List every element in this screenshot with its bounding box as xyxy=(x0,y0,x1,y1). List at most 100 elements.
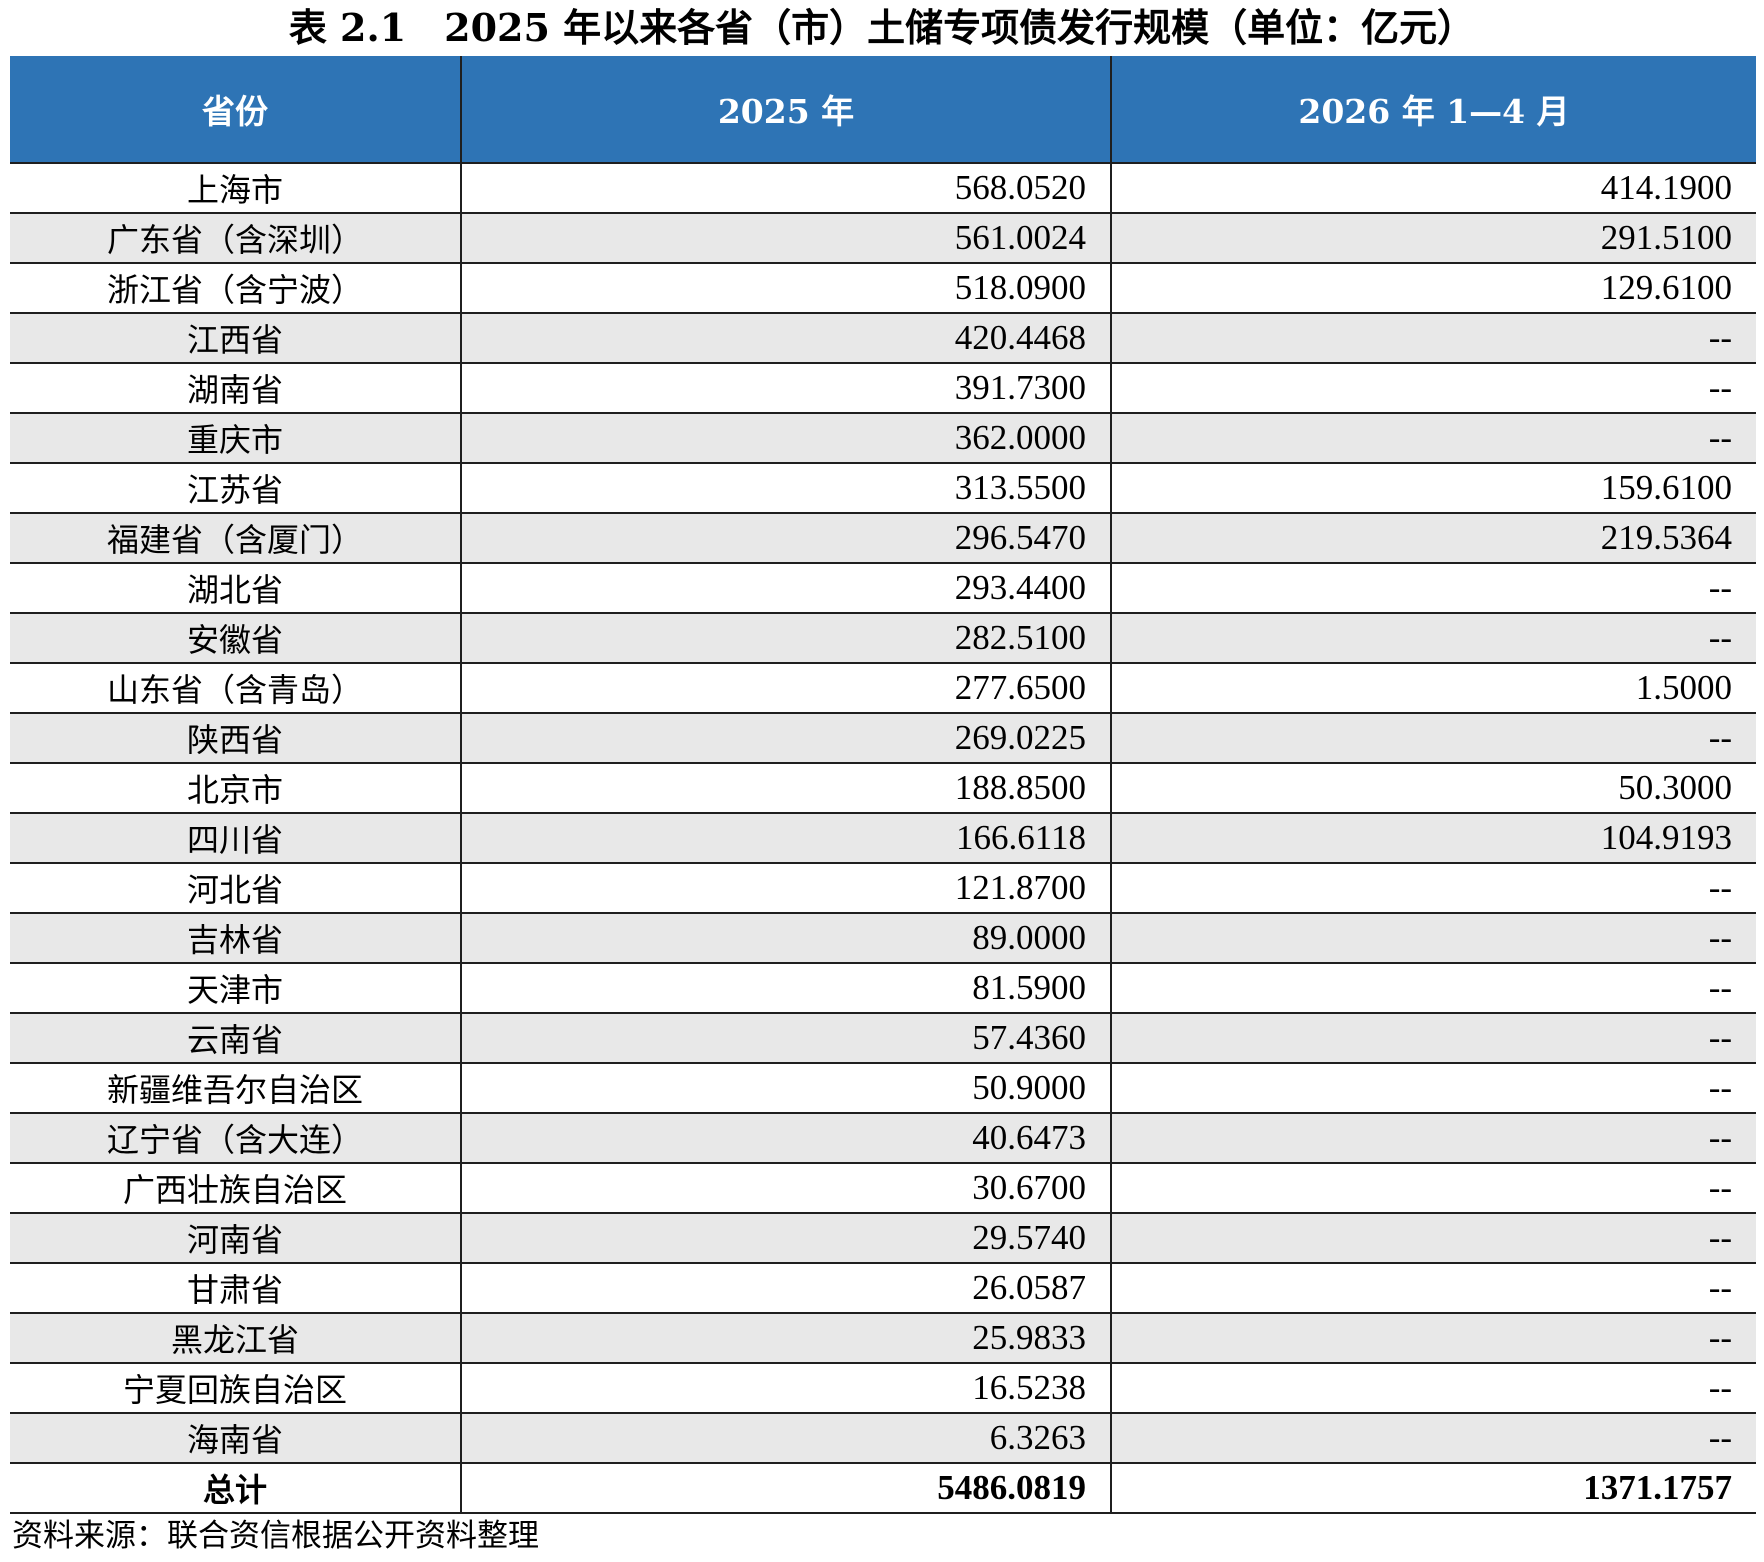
value-2026-cell: 219.5364 xyxy=(1111,513,1756,564)
value-2026-cell: -- xyxy=(1111,1313,1756,1364)
value-2025-cell: 121.8700 xyxy=(461,863,1112,914)
value-2025-cell: 57.4360 xyxy=(461,1013,1112,1064)
value-2025-cell: 166.6118 xyxy=(461,813,1112,864)
province-cell: 广东省（含深圳） xyxy=(10,213,462,264)
table-row: 天津市 81.5900 -- xyxy=(10,963,1756,1014)
value-2026-cell: -- xyxy=(1111,1363,1756,1414)
value-2026-cell: -- xyxy=(1111,313,1756,364)
table-row: 安徽省 282.5100 -- xyxy=(10,613,1756,664)
table-row: 福建省（含厦门） 296.5470 219.5364 xyxy=(10,513,1756,564)
province-cell: 江苏省 xyxy=(10,463,462,514)
table-row: 海南省 6.3263 -- xyxy=(10,1413,1756,1464)
province-cell: 陕西省 xyxy=(10,713,462,764)
value-2026-cell: -- xyxy=(1111,713,1756,764)
province-cell: 浙江省（含宁波） xyxy=(10,263,462,314)
total-2026: 1371.1757 xyxy=(1111,1463,1756,1514)
province-cell: 新疆维吾尔自治区 xyxy=(10,1063,462,1114)
province-cell: 湖南省 xyxy=(10,363,462,414)
value-2026-cell: -- xyxy=(1111,963,1756,1014)
table-row: 广西壮族自治区 30.6700 -- xyxy=(10,1163,1756,1214)
table-row: 江苏省 313.5500 159.6100 xyxy=(10,463,1756,514)
province-cell: 江西省 xyxy=(10,313,462,364)
table-title: 表 2.1 2025 年以来各省（市）土储专项债发行规模（单位：亿元） xyxy=(288,5,1476,50)
value-2026-cell: -- xyxy=(1111,1263,1756,1314)
province-cell: 河北省 xyxy=(10,863,462,914)
province-cell: 福建省（含厦门） xyxy=(10,513,462,564)
table-row: 黑龙江省 25.9833 -- xyxy=(10,1313,1756,1364)
table-row: 陕西省 269.0225 -- xyxy=(10,713,1756,764)
value-2025-cell: 293.4400 xyxy=(461,563,1112,614)
value-2025-cell: 81.5900 xyxy=(461,963,1112,1014)
value-2026-cell: -- xyxy=(1111,563,1756,614)
value-2026-cell: -- xyxy=(1111,1063,1756,1114)
province-cell: 天津市 xyxy=(10,963,462,1014)
table-row: 浙江省（含宁波） 518.0900 129.6100 xyxy=(10,263,1756,314)
value-2026-cell: -- xyxy=(1111,863,1756,914)
province-cell: 辽宁省（含大连） xyxy=(10,1113,462,1164)
value-2026-cell: -- xyxy=(1111,413,1756,464)
table-row: 新疆维吾尔自治区 50.9000 -- xyxy=(10,1063,1756,1114)
value-2025-cell: 6.3263 xyxy=(461,1413,1112,1464)
province-cell: 甘肃省 xyxy=(10,1263,462,1314)
header-2025: 2025 年 xyxy=(461,56,1112,164)
province-cell: 湖北省 xyxy=(10,563,462,614)
value-2025-cell: 518.0900 xyxy=(461,263,1112,314)
province-cell: 安徽省 xyxy=(10,613,462,664)
table-row: 云南省 57.4360 -- xyxy=(10,1013,1756,1064)
table-row: 四川省 166.6118 104.9193 xyxy=(10,813,1756,864)
table-row: 河南省 29.5740 -- xyxy=(10,1213,1756,1264)
value-2025-cell: 420.4468 xyxy=(461,313,1112,364)
value-2025-cell: 561.0024 xyxy=(461,213,1112,264)
table-row: 吉林省 89.0000 -- xyxy=(10,913,1756,964)
province-cell: 吉林省 xyxy=(10,913,462,964)
value-2026-cell: 291.5100 xyxy=(1111,213,1756,264)
province-cell: 云南省 xyxy=(10,1013,462,1064)
province-cell: 上海市 xyxy=(10,163,462,214)
value-2025-cell: 362.0000 xyxy=(461,413,1112,464)
header-2026-jan-apr: 2026 年 1—4 月 xyxy=(1111,56,1756,164)
province-cell: 海南省 xyxy=(10,1413,462,1464)
value-2025-cell: 269.0225 xyxy=(461,713,1112,764)
value-2026-cell: -- xyxy=(1111,1213,1756,1264)
value-2026-cell: -- xyxy=(1111,1163,1756,1214)
value-2025-cell: 568.0520 xyxy=(461,163,1112,214)
table-row: 重庆市 362.0000 -- xyxy=(10,413,1756,464)
value-2025-cell: 296.5470 xyxy=(461,513,1112,564)
province-cell: 广西壮族自治区 xyxy=(10,1163,462,1214)
table-row: 辽宁省（含大连） 40.6473 -- xyxy=(10,1113,1756,1164)
value-2025-cell: 188.8500 xyxy=(461,763,1112,814)
value-2026-cell: -- xyxy=(1111,1413,1756,1464)
value-2025-cell: 16.5238 xyxy=(461,1363,1112,1414)
value-2025-cell: 26.0587 xyxy=(461,1263,1112,1314)
value-2025-cell: 50.9000 xyxy=(461,1063,1112,1114)
value-2026-cell: -- xyxy=(1111,913,1756,964)
table-row: 江西省 420.4468 -- xyxy=(10,313,1756,364)
table-row: 广东省（含深圳） 561.0024 291.5100 xyxy=(10,213,1756,264)
table-row: 山东省（含青岛） 277.6500 1.5000 xyxy=(10,663,1756,714)
value-2025-cell: 25.9833 xyxy=(461,1313,1112,1364)
value-2025-cell: 277.6500 xyxy=(461,663,1112,714)
value-2026-cell: 129.6100 xyxy=(1111,263,1756,314)
province-cell: 山东省（含青岛） xyxy=(10,663,462,714)
value-2026-cell: 50.3000 xyxy=(1111,763,1756,814)
table-row: 河北省 121.8700 -- xyxy=(10,863,1756,914)
value-2025-cell: 391.7300 xyxy=(461,363,1112,414)
value-2025-cell: 282.5100 xyxy=(461,613,1112,664)
province-cell: 四川省 xyxy=(10,813,462,864)
table-row: 甘肃省 26.0587 -- xyxy=(10,1263,1756,1314)
table-row: 湖北省 293.4400 -- xyxy=(10,563,1756,614)
value-2026-cell: 104.9193 xyxy=(1111,813,1756,864)
value-2026-cell: -- xyxy=(1111,1013,1756,1064)
value-2025-cell: 30.6700 xyxy=(461,1163,1112,1214)
table-header-row: 省份 2025 年 2026 年 1—4 月 xyxy=(10,56,1756,164)
value-2025-cell: 313.5500 xyxy=(461,463,1112,514)
total-row: 总计 5486.0819 1371.1757 xyxy=(10,1463,1756,1514)
bond-issuance-table: 省份 2025 年 2026 年 1—4 月 上海市 568.0520 414.19… xyxy=(10,56,1756,1514)
value-2026-cell: 1.5000 xyxy=(1111,663,1756,714)
province-cell: 重庆市 xyxy=(10,413,462,464)
value-2025-cell: 89.0000 xyxy=(461,913,1112,964)
table-row: 北京市 188.8500 50.3000 xyxy=(10,763,1756,814)
province-cell: 北京市 xyxy=(10,763,462,814)
value-2026-cell: 414.1900 xyxy=(1111,163,1756,214)
province-cell: 河南省 xyxy=(10,1213,462,1264)
